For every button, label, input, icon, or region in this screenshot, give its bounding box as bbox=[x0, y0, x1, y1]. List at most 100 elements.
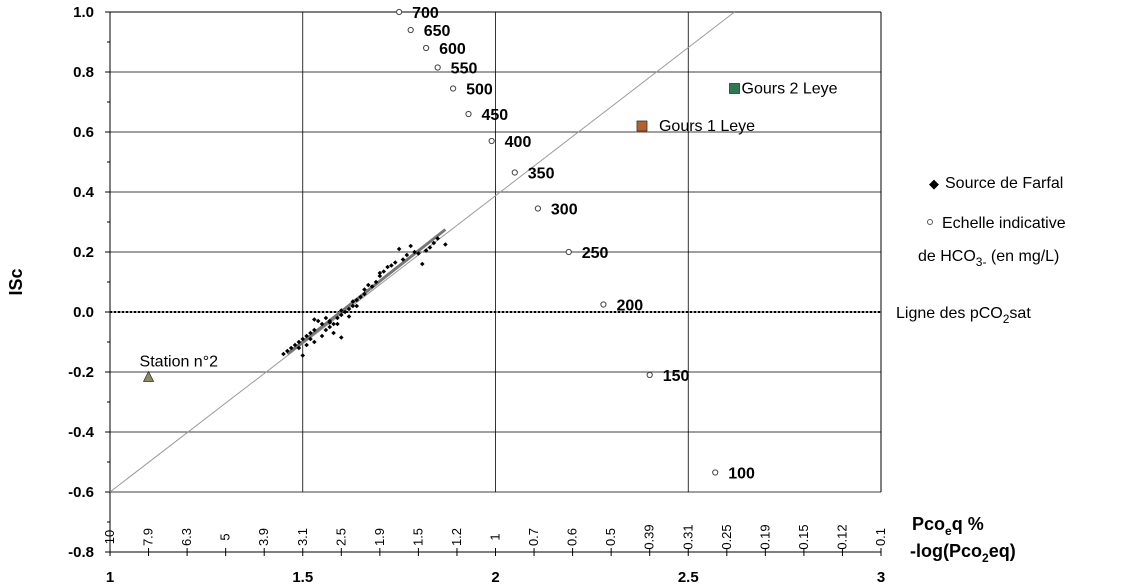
farfal-point bbox=[350, 299, 356, 304]
pco2-tick-label: 10 bbox=[102, 530, 117, 544]
farfal-point bbox=[412, 249, 417, 255]
hco3-scale-point bbox=[423, 44, 430, 52]
farfal-point bbox=[331, 321, 336, 327]
hco3-scale-point bbox=[407, 26, 414, 34]
legend-hco3-part-a: de HCO bbox=[918, 248, 976, 265]
pco2-tick-label: 0.7 bbox=[526, 528, 541, 546]
y-tick-label: 0.0 bbox=[73, 304, 94, 321]
pco2-tick-label: 3.1 bbox=[295, 528, 310, 546]
chart-marks bbox=[109, 8, 881, 493]
legend-hco3-label-line2: de HCO3- (en mg/L) bbox=[918, 248, 1059, 269]
y-tick-label: -0.2 bbox=[68, 364, 94, 381]
farfal-point bbox=[431, 240, 437, 246]
x2-axis-title-part-a: Pco bbox=[912, 514, 945, 534]
farfal-point bbox=[315, 318, 321, 324]
farfal-point bbox=[427, 245, 433, 250]
pco2-tick-label: 0.1 bbox=[873, 528, 888, 546]
pco2sat-label-subscript: 2 bbox=[1003, 312, 1010, 326]
farfal-point bbox=[304, 333, 309, 339]
pco2sat-line-label: Ligne des pCO2sat bbox=[896, 305, 1031, 326]
pco2-tick-label: 6.3 bbox=[179, 528, 194, 546]
farfal-point bbox=[365, 282, 371, 288]
farfal-point bbox=[300, 336, 306, 342]
y-tick-label: -0.8 bbox=[68, 544, 94, 561]
y-tick-label: -0.4 bbox=[68, 424, 95, 441]
station-square-marker bbox=[636, 120, 648, 132]
hco3-scale-label: 450 bbox=[482, 107, 509, 124]
legend-hco3-subscript: 3- bbox=[976, 255, 987, 269]
station-square-label: Gours 1 Leye bbox=[659, 118, 755, 135]
farfal-point bbox=[331, 330, 336, 336]
pco2-tick-label: 0.25 bbox=[719, 524, 734, 549]
hco3-scale-label: 100 bbox=[728, 466, 755, 483]
x-tick-label: 2.5 bbox=[678, 569, 699, 586]
x2-axis-title-part-b: q % bbox=[952, 514, 984, 534]
hco3-scale-point bbox=[465, 110, 472, 118]
hco3-scale-label: 250 bbox=[582, 245, 609, 262]
farfal-point bbox=[312, 327, 317, 333]
pco2-tick-label: 0.39 bbox=[642, 524, 657, 549]
farfal-point bbox=[300, 353, 306, 358]
station-square-label: Gours 2 Leye bbox=[742, 81, 838, 98]
farfal-point bbox=[358, 294, 363, 300]
farfal-point bbox=[319, 333, 325, 339]
farfal-point bbox=[377, 270, 383, 276]
x-axis-title: -log(Pco2eq) bbox=[910, 541, 1016, 565]
hco3-scale-label: 700 bbox=[412, 5, 439, 22]
farfal-trend-line bbox=[286, 228, 447, 356]
legend-hco3-part-b: (en mg/L) bbox=[986, 248, 1059, 265]
farfal-point bbox=[354, 303, 360, 309]
pco2sat-label-part-a: Ligne des pCO bbox=[896, 305, 1003, 322]
farfal-point bbox=[339, 335, 344, 340]
farfal-point bbox=[346, 314, 352, 319]
hco3-scale-point bbox=[488, 137, 495, 145]
farfal-point bbox=[389, 263, 394, 268]
farfal-point bbox=[292, 342, 298, 348]
x2-axis-title: Pcoeq % bbox=[912, 514, 984, 538]
farfal-point bbox=[327, 320, 333, 325]
pco2-tick-label: 5 bbox=[218, 533, 233, 540]
farfal-point bbox=[304, 342, 309, 348]
pco2-tick-label: 0.6 bbox=[565, 528, 580, 546]
farfal-point bbox=[319, 321, 325, 327]
farfal-point bbox=[362, 287, 367, 292]
farfal-point bbox=[281, 351, 286, 357]
farfal-point bbox=[404, 252, 410, 258]
legend-hco3-label-line1: Echelle indicative bbox=[942, 215, 1066, 232]
farfal-point bbox=[323, 327, 329, 333]
hco3-scale-point bbox=[565, 248, 572, 256]
farfal-point bbox=[312, 339, 317, 345]
pco2-tick-label: 3.9 bbox=[256, 528, 271, 546]
hco3-scale-label: 150 bbox=[663, 368, 690, 385]
legend-hco3-marker bbox=[927, 219, 933, 225]
y-tick-label: 1.0 bbox=[73, 4, 94, 21]
farfal-point bbox=[308, 336, 313, 342]
x-axis-title-part-b: eq) bbox=[989, 541, 1016, 561]
farfal-point bbox=[443, 242, 448, 247]
y-tick-label: 0.6 bbox=[73, 124, 94, 141]
pco2-tick-label: 7.9 bbox=[141, 528, 156, 546]
pco2-tick-label: 0.12 bbox=[834, 524, 849, 549]
legend: ◆ Source de Farfal Echelle indicative de… bbox=[918, 175, 1066, 269]
farfal-point bbox=[285, 348, 290, 354]
pco2-tick-label: 1.2 bbox=[449, 528, 464, 546]
x-axis-title-part-a: -log(Pco bbox=[910, 541, 982, 561]
farfal-point bbox=[288, 345, 294, 351]
farfal-point bbox=[381, 269, 387, 274]
farfal-point bbox=[308, 330, 313, 336]
farfal-point bbox=[312, 317, 317, 322]
farfal-point bbox=[377, 273, 383, 279]
pco2-tick-label: 0.31 bbox=[680, 524, 695, 549]
legend-farfal-marker: ◆ bbox=[929, 176, 939, 191]
farfal-point bbox=[342, 309, 348, 315]
x-tick-label: 1 bbox=[106, 569, 114, 586]
hco3-scale-label: 550 bbox=[451, 61, 478, 78]
pco2-tick-label: 0.5 bbox=[603, 528, 618, 546]
farfal-point bbox=[296, 339, 302, 345]
y-tick-label: 0.4 bbox=[73, 184, 95, 201]
pco2-tick-label: 1.9 bbox=[372, 528, 387, 546]
farfal-point bbox=[373, 279, 379, 285]
farfal-point bbox=[350, 303, 356, 309]
